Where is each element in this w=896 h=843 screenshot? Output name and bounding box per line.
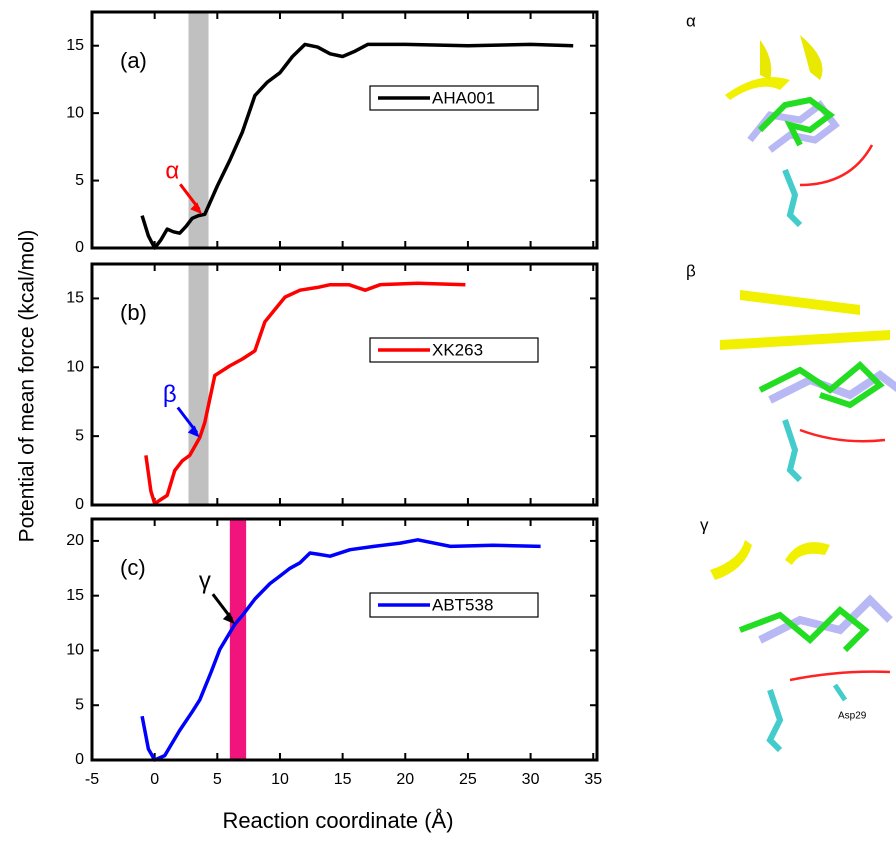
y-tick-label: 10 — [66, 642, 84, 659]
structure-label: β — [686, 261, 696, 280]
highlight-band — [188, 264, 208, 505]
y-tick-label: 20 — [66, 532, 84, 549]
ligand-ghost — [760, 600, 890, 640]
residue — [835, 685, 845, 700]
annotation-label: γ — [199, 568, 211, 595]
structure-label: α — [686, 11, 696, 30]
ribbon — [725, 77, 790, 100]
x-tick-label: 35 — [584, 771, 602, 788]
x-axis-title: Reaction coordinate (Å) — [222, 808, 453, 833]
panel-label: (a) — [120, 48, 147, 73]
highlight-band — [230, 519, 246, 760]
y-tick-label: 5 — [75, 427, 84, 444]
figure: Potential of mean force (kcal/mol) React… — [0, 0, 896, 843]
y-tick-label: 15 — [66, 37, 84, 54]
y-tick-label: 0 — [75, 751, 84, 768]
legend-label: XK263 — [432, 340, 483, 359]
y-tick-label: 0 — [75, 496, 84, 513]
x-tick-label: 0 — [150, 771, 159, 788]
annotation-label: α — [165, 158, 179, 185]
structure-beta: β — [686, 261, 896, 480]
panel: 0 5 10 15 AHA001 α (a) — [66, 12, 597, 256]
y-tick-label: 5 — [75, 172, 84, 189]
y-tick-label: 10 — [66, 359, 84, 376]
motion-arrow — [790, 672, 890, 680]
motion-arrow — [800, 145, 872, 185]
motion-arrow — [800, 430, 885, 441]
y-tick-label: 5 — [75, 696, 84, 713]
structure-label: γ — [700, 515, 709, 534]
structure-gamma: γ Asp29 — [700, 515, 890, 750]
plot-frame — [92, 12, 597, 248]
x-tick-label: 15 — [334, 771, 352, 788]
residue — [770, 690, 780, 750]
plot-frame — [92, 519, 597, 760]
residue-label: Asp29 — [838, 711, 867, 722]
x-tick-label: 30 — [522, 771, 540, 788]
x-tick-label: -5 — [85, 771, 99, 788]
legend-label: AHA001 — [432, 88, 495, 107]
y-tick-label: 15 — [66, 290, 84, 307]
x-tick-label: 10 — [271, 771, 289, 788]
legend-label: ABT538 — [432, 595, 493, 614]
y-tick-label: 15 — [66, 587, 84, 604]
panel-label: (b) — [120, 300, 147, 325]
panel-label: (c) — [120, 555, 146, 580]
panel: 0 5 10 15 XK263 β (b) — [66, 264, 597, 513]
ribbon — [720, 290, 890, 350]
ribbon — [710, 540, 830, 580]
x-tick-label: 25 — [459, 771, 477, 788]
y-tick-label: 0 — [75, 239, 84, 256]
ribbon — [760, 35, 823, 80]
residue — [785, 420, 800, 480]
structure-alpha: α — [686, 11, 872, 225]
y-axis-title: Potential of mean force (kcal/mol) — [16, 230, 39, 543]
ligand — [740, 610, 865, 650]
x-tick-label: 5 — [213, 771, 222, 788]
x-tick-label: 20 — [396, 771, 414, 788]
residue — [785, 170, 800, 225]
annotation-label: β — [163, 381, 177, 408]
y-tick-label: 10 — [66, 104, 84, 121]
